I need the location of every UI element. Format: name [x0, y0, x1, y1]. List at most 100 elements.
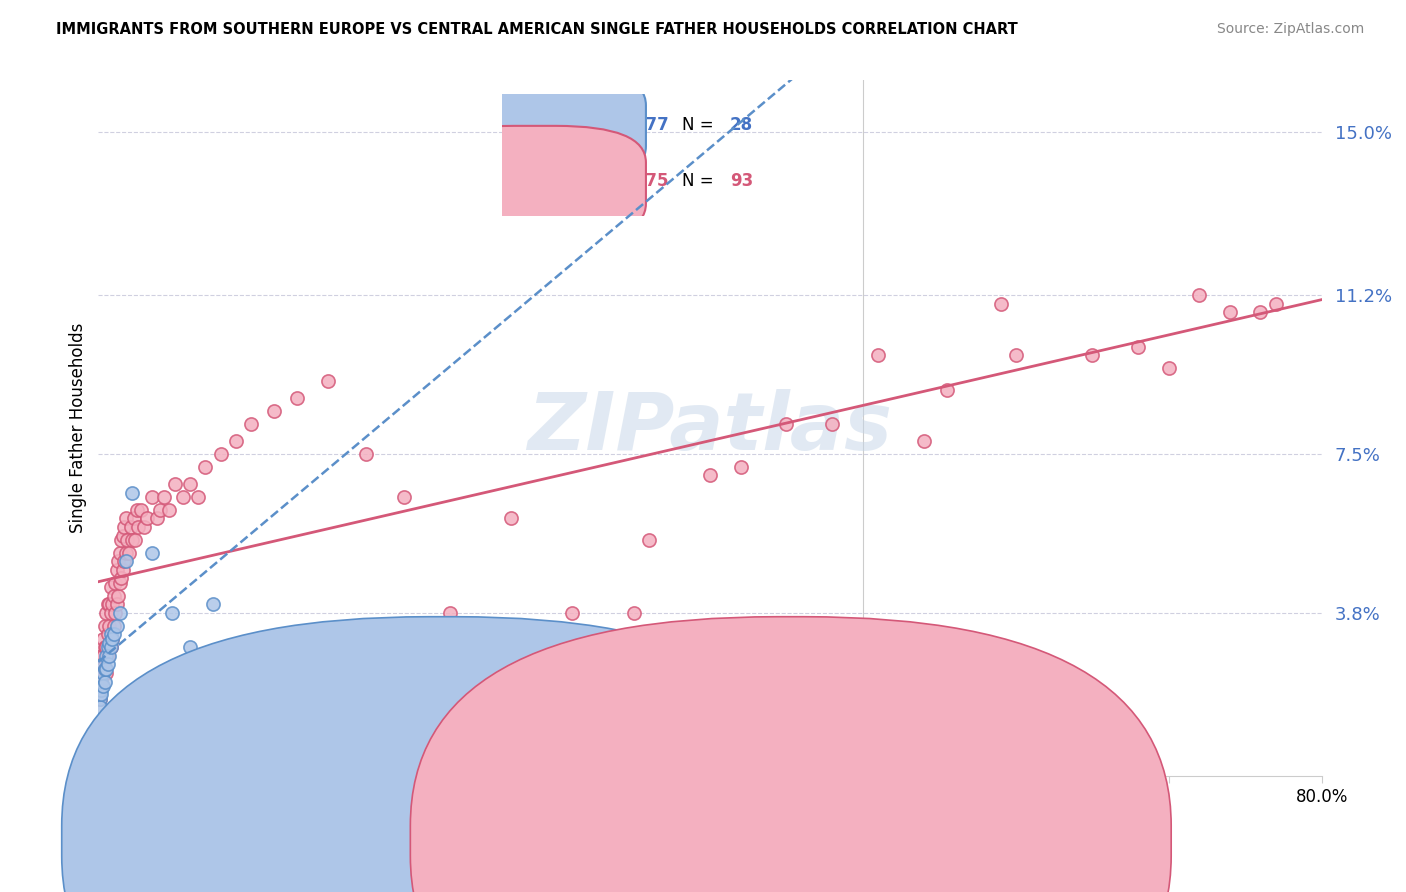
Point: [100, 606, 122, 620]
Point: [90, 674, 112, 689]
Point: [90, 648, 112, 663]
Point: [98, 636, 121, 650]
Point: [94, 606, 117, 620]
Text: Source: ZipAtlas.com: Source: ZipAtlas.com: [1216, 22, 1364, 37]
Point: [149, 502, 172, 516]
Point: [157, 502, 180, 516]
Point: [100, 580, 122, 594]
Point: [107, 589, 129, 603]
Point: [1081, 348, 1104, 362]
Point: [1219, 305, 1241, 319]
Point: [121, 485, 143, 500]
Point: [1128, 340, 1150, 354]
Point: [172, 490, 194, 504]
FancyBboxPatch shape: [62, 616, 823, 892]
Text: IMMIGRANTS FROM SOUTHERN EUROPE VS CENTRAL AMERICAN SINGLE FATHER HOUSEHOLDS COR: IMMIGRANTS FROM SOUTHERN EUROPE VS CENTR…: [56, 22, 1018, 37]
Point: [89, 691, 111, 706]
Point: [97, 597, 120, 611]
Point: [90, 662, 112, 676]
Point: [93, 662, 115, 676]
Text: ZIPatlas: ZIPatlas: [527, 389, 893, 467]
Point: [124, 533, 146, 547]
Point: [134, 520, 156, 534]
Point: [561, 606, 583, 620]
Point: [115, 554, 138, 568]
Point: [90, 683, 112, 698]
Point: [101, 632, 124, 646]
Point: [94, 640, 117, 655]
Point: [1264, 296, 1286, 310]
Point: [699, 468, 721, 483]
Point: [115, 511, 138, 525]
Point: [118, 546, 141, 560]
Point: [112, 520, 135, 534]
Point: [439, 606, 461, 620]
Point: [91, 648, 114, 663]
Point: [91, 665, 114, 680]
Point: [285, 391, 308, 405]
Point: [163, 477, 186, 491]
Point: [936, 383, 959, 397]
Point: [94, 662, 117, 676]
Point: [93, 674, 115, 689]
Point: [115, 546, 138, 560]
Point: [263, 404, 285, 418]
Point: [122, 511, 145, 525]
Point: [110, 572, 132, 586]
Point: [153, 490, 176, 504]
Point: [240, 417, 263, 431]
Point: [1188, 288, 1211, 302]
Point: [111, 528, 134, 542]
Point: [93, 640, 115, 655]
Point: [105, 618, 128, 632]
Point: [209, 447, 232, 461]
Point: [111, 563, 134, 577]
Point: [912, 434, 935, 448]
Point: [89, 683, 111, 698]
Point: [136, 511, 159, 525]
Point: [160, 606, 183, 620]
Point: [1004, 348, 1026, 362]
Point: [101, 632, 124, 646]
Point: [392, 490, 416, 504]
Point: [108, 606, 131, 620]
Point: [97, 648, 120, 663]
Point: [623, 606, 645, 620]
Point: [1157, 361, 1180, 376]
Y-axis label: Single Father Households: Single Father Households: [69, 323, 87, 533]
Point: [637, 533, 661, 547]
Point: [89, 691, 111, 706]
Point: [108, 546, 131, 560]
Point: [91, 679, 114, 693]
Point: [129, 502, 152, 516]
Point: [94, 648, 117, 663]
Point: [187, 490, 209, 504]
FancyBboxPatch shape: [411, 616, 1171, 892]
Point: [100, 640, 122, 655]
Point: [91, 665, 114, 680]
Point: [98, 597, 121, 611]
Point: [179, 640, 201, 655]
Point: [354, 447, 377, 461]
Point: [94, 665, 117, 680]
Text: Immigrants from Southern Europe: Immigrants from Southern Europe: [463, 831, 747, 850]
Point: [101, 597, 124, 611]
Point: [125, 502, 148, 516]
Point: [91, 632, 114, 646]
Point: [821, 417, 844, 431]
Point: [121, 533, 143, 547]
Point: [141, 546, 163, 560]
Point: [730, 459, 752, 474]
Point: [112, 554, 135, 568]
Point: [110, 533, 132, 547]
Point: [104, 575, 127, 590]
Point: [103, 618, 125, 632]
Point: [316, 374, 339, 388]
Text: Central Americans: Central Americans: [811, 831, 965, 850]
Point: [98, 640, 121, 655]
Point: [1249, 305, 1271, 319]
Point: [100, 627, 122, 641]
Point: [90, 674, 112, 689]
Point: [501, 511, 523, 525]
Point: [97, 627, 120, 641]
